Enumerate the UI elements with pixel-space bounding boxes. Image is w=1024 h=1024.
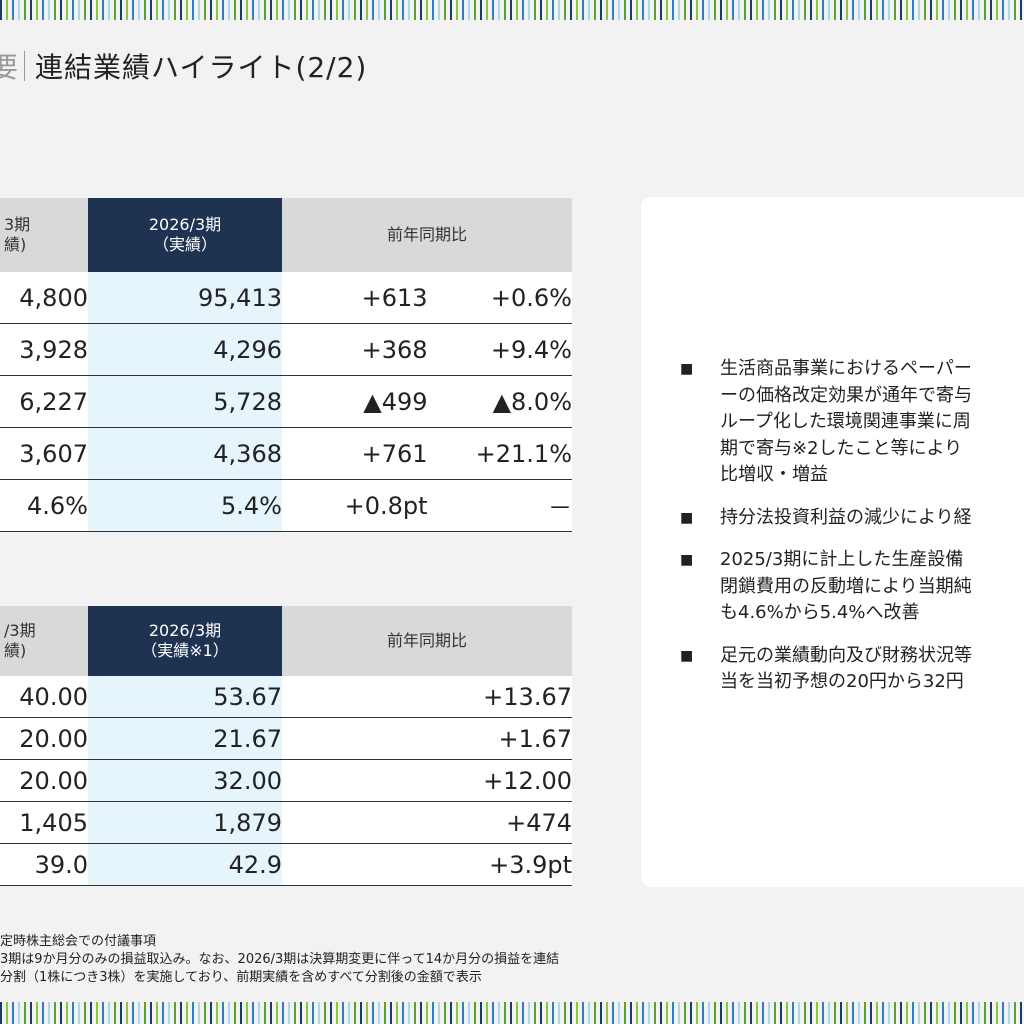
decorative-stripe-top bbox=[0, 0, 1024, 20]
footnote-line: 定時株主総会での付議事項 bbox=[0, 934, 157, 949]
table-header-row: 3期 績) 2026/3期 （実績） 前年同期比 bbox=[0, 198, 572, 272]
summary-bullet: ■ 持分法投資利益の減少により経 bbox=[680, 505, 1024, 532]
square-bullet-icon: ■ bbox=[680, 647, 694, 664]
cell-prev: 40.00 bbox=[0, 676, 88, 718]
summary-bullet: ■ 2025/3期に計上した生産設備 閉鎖費用の反動増により当期純 も4.6%から… bbox=[680, 547, 1024, 627]
cell-prev: 20.00 bbox=[0, 759, 88, 802]
footnote-line: 3期は9か月分のみの損益取込み。なお、2026/3期は決算期変更に伴って14か月… bbox=[0, 952, 560, 967]
cell-diff: +12.00 bbox=[282, 759, 572, 802]
table-row: 3,607 4,368 +761 +21.1% bbox=[0, 427, 572, 480]
header-yoy: 前年同期比 bbox=[282, 198, 572, 272]
page-header: 要 連結業績ハイライト(2/2) bbox=[0, 44, 367, 88]
bullet-text: 持分法投資利益の減少により経 bbox=[720, 506, 972, 528]
summary-panel bbox=[641, 197, 1024, 887]
table-row: 4.6% 5.4% +0.8pt － bbox=[0, 479, 572, 532]
summary-bullet: ■ 生活商品事業におけるペーパー ーの価格改定効果が通年で寄与 ループ化した環境関… bbox=[680, 356, 1024, 489]
cell-prev: 20.00 bbox=[0, 717, 88, 760]
bullet-text: 生活商品事業におけるペーパー ーの価格改定効果が通年で寄与 ループ化した環境関連… bbox=[720, 358, 972, 485]
cell-prev: 3,928 bbox=[0, 323, 88, 376]
cell-current: 1,879 bbox=[88, 801, 282, 844]
footnotes: 定時株主総会での付議事項 3期は9か月分のみの損益取込み。なお、2026/3期は決… bbox=[0, 933, 559, 987]
cell-diff: ▲499 bbox=[282, 375, 428, 428]
cell-prev: 4,800 bbox=[0, 272, 88, 324]
cell-prev: 3,607 bbox=[0, 427, 88, 480]
cell-pct: +21.1% bbox=[427, 427, 572, 480]
cell-pct: +0.6% bbox=[427, 272, 572, 324]
cell-prev: 39.0 bbox=[0, 843, 88, 886]
cell-current: 4,368 bbox=[88, 427, 282, 480]
footnote-line: 分割（1株につき3株）を実施しており、前期実績を含めすべて分割後の金額で表示 bbox=[0, 970, 482, 985]
decorative-stripe-bottom bbox=[0, 1002, 1024, 1024]
table-row: 20.00 32.00 +12.00 bbox=[0, 759, 572, 802]
cell-diff: +613 bbox=[282, 272, 428, 324]
table-row: 4,800 95,413 +613 +0.6% bbox=[0, 272, 572, 324]
square-bullet-icon: ■ bbox=[680, 509, 694, 526]
cell-current: 4,296 bbox=[88, 323, 282, 376]
summary-bullet-list: ■ 生活商品事業におけるペーパー ーの価格改定効果が通年で寄与 ループ化した環境関… bbox=[680, 356, 1024, 712]
cell-current: 42.9 bbox=[88, 843, 282, 886]
cell-pct: － bbox=[427, 479, 572, 532]
table-row: 40.00 53.67 +13.67 bbox=[0, 676, 572, 718]
cell-diff: +13.67 bbox=[282, 676, 572, 718]
cell-pct: +9.4% bbox=[427, 323, 572, 376]
header-divider bbox=[24, 51, 25, 81]
cell-diff: +1.67 bbox=[282, 717, 572, 760]
table-row: 6,227 5,728 ▲499 ▲8.0% bbox=[0, 375, 572, 428]
header-current-period: 2026/3期 （実績） bbox=[88, 198, 282, 272]
table-row: 39.0 42.9 +3.9pt bbox=[0, 843, 572, 886]
square-bullet-icon: ■ bbox=[680, 552, 694, 568]
previous-section-fragment: 要 bbox=[0, 51, 18, 84]
header-current-period: 2026/3期 （実績※1） bbox=[88, 606, 282, 676]
cell-diff: +761 bbox=[282, 427, 428, 480]
cell-prev: 4.6% bbox=[0, 479, 88, 532]
header-yoy: 前年同期比 bbox=[282, 606, 572, 676]
cell-prev: 6,227 bbox=[0, 375, 88, 428]
bullet-text: 2025/3期に計上した生産設備 閉鎖費用の反動増により当期純 も4.6%から5… bbox=[720, 549, 972, 623]
cell-current: 21.67 bbox=[88, 717, 282, 760]
cell-diff: +0.8pt bbox=[282, 479, 428, 532]
cell-pct: ▲8.0% bbox=[427, 375, 572, 428]
square-bullet-icon: ■ bbox=[680, 361, 694, 377]
cell-diff: +3.9pt bbox=[282, 843, 572, 886]
table-row: 3,928 4,296 +368 +9.4% bbox=[0, 323, 572, 376]
cell-diff: +474 bbox=[282, 801, 572, 844]
consolidated-results-table: 3期 績) 2026/3期 （実績） 前年同期比 4,800 95,413 +613… bbox=[0, 198, 572, 532]
table-row: 20.00 21.67 +1.67 bbox=[0, 717, 572, 760]
cell-diff: +368 bbox=[282, 323, 428, 376]
per-share-table: /3期 績) 2026/3期 （実績※1） 前年同期比 40.00 53.67 +1… bbox=[0, 606, 572, 886]
cell-prev: 1,405 bbox=[0, 801, 88, 844]
cell-current: 5.4% bbox=[88, 479, 282, 532]
table-row: 1,405 1,879 +474 bbox=[0, 801, 572, 844]
header-prev-period: 3期 績) bbox=[0, 198, 88, 272]
cell-current: 95,413 bbox=[88, 272, 282, 324]
table-header-row: /3期 績) 2026/3期 （実績※1） 前年同期比 bbox=[0, 606, 572, 676]
header-prev-period: /3期 績) bbox=[0, 606, 88, 676]
page-title: 連結業績ハイライト(2/2) bbox=[35, 51, 368, 84]
summary-bullet: ■ 足元の業績動向及び財務状況等 当を当初予想の20円から32円 bbox=[680, 643, 1024, 696]
cell-current: 5,728 bbox=[88, 375, 282, 428]
bullet-text: 足元の業績動向及び財務状況等 当を当初予想の20円から32円 bbox=[720, 644, 972, 693]
cell-current: 32.00 bbox=[88, 759, 282, 802]
cell-current: 53.67 bbox=[88, 676, 282, 718]
